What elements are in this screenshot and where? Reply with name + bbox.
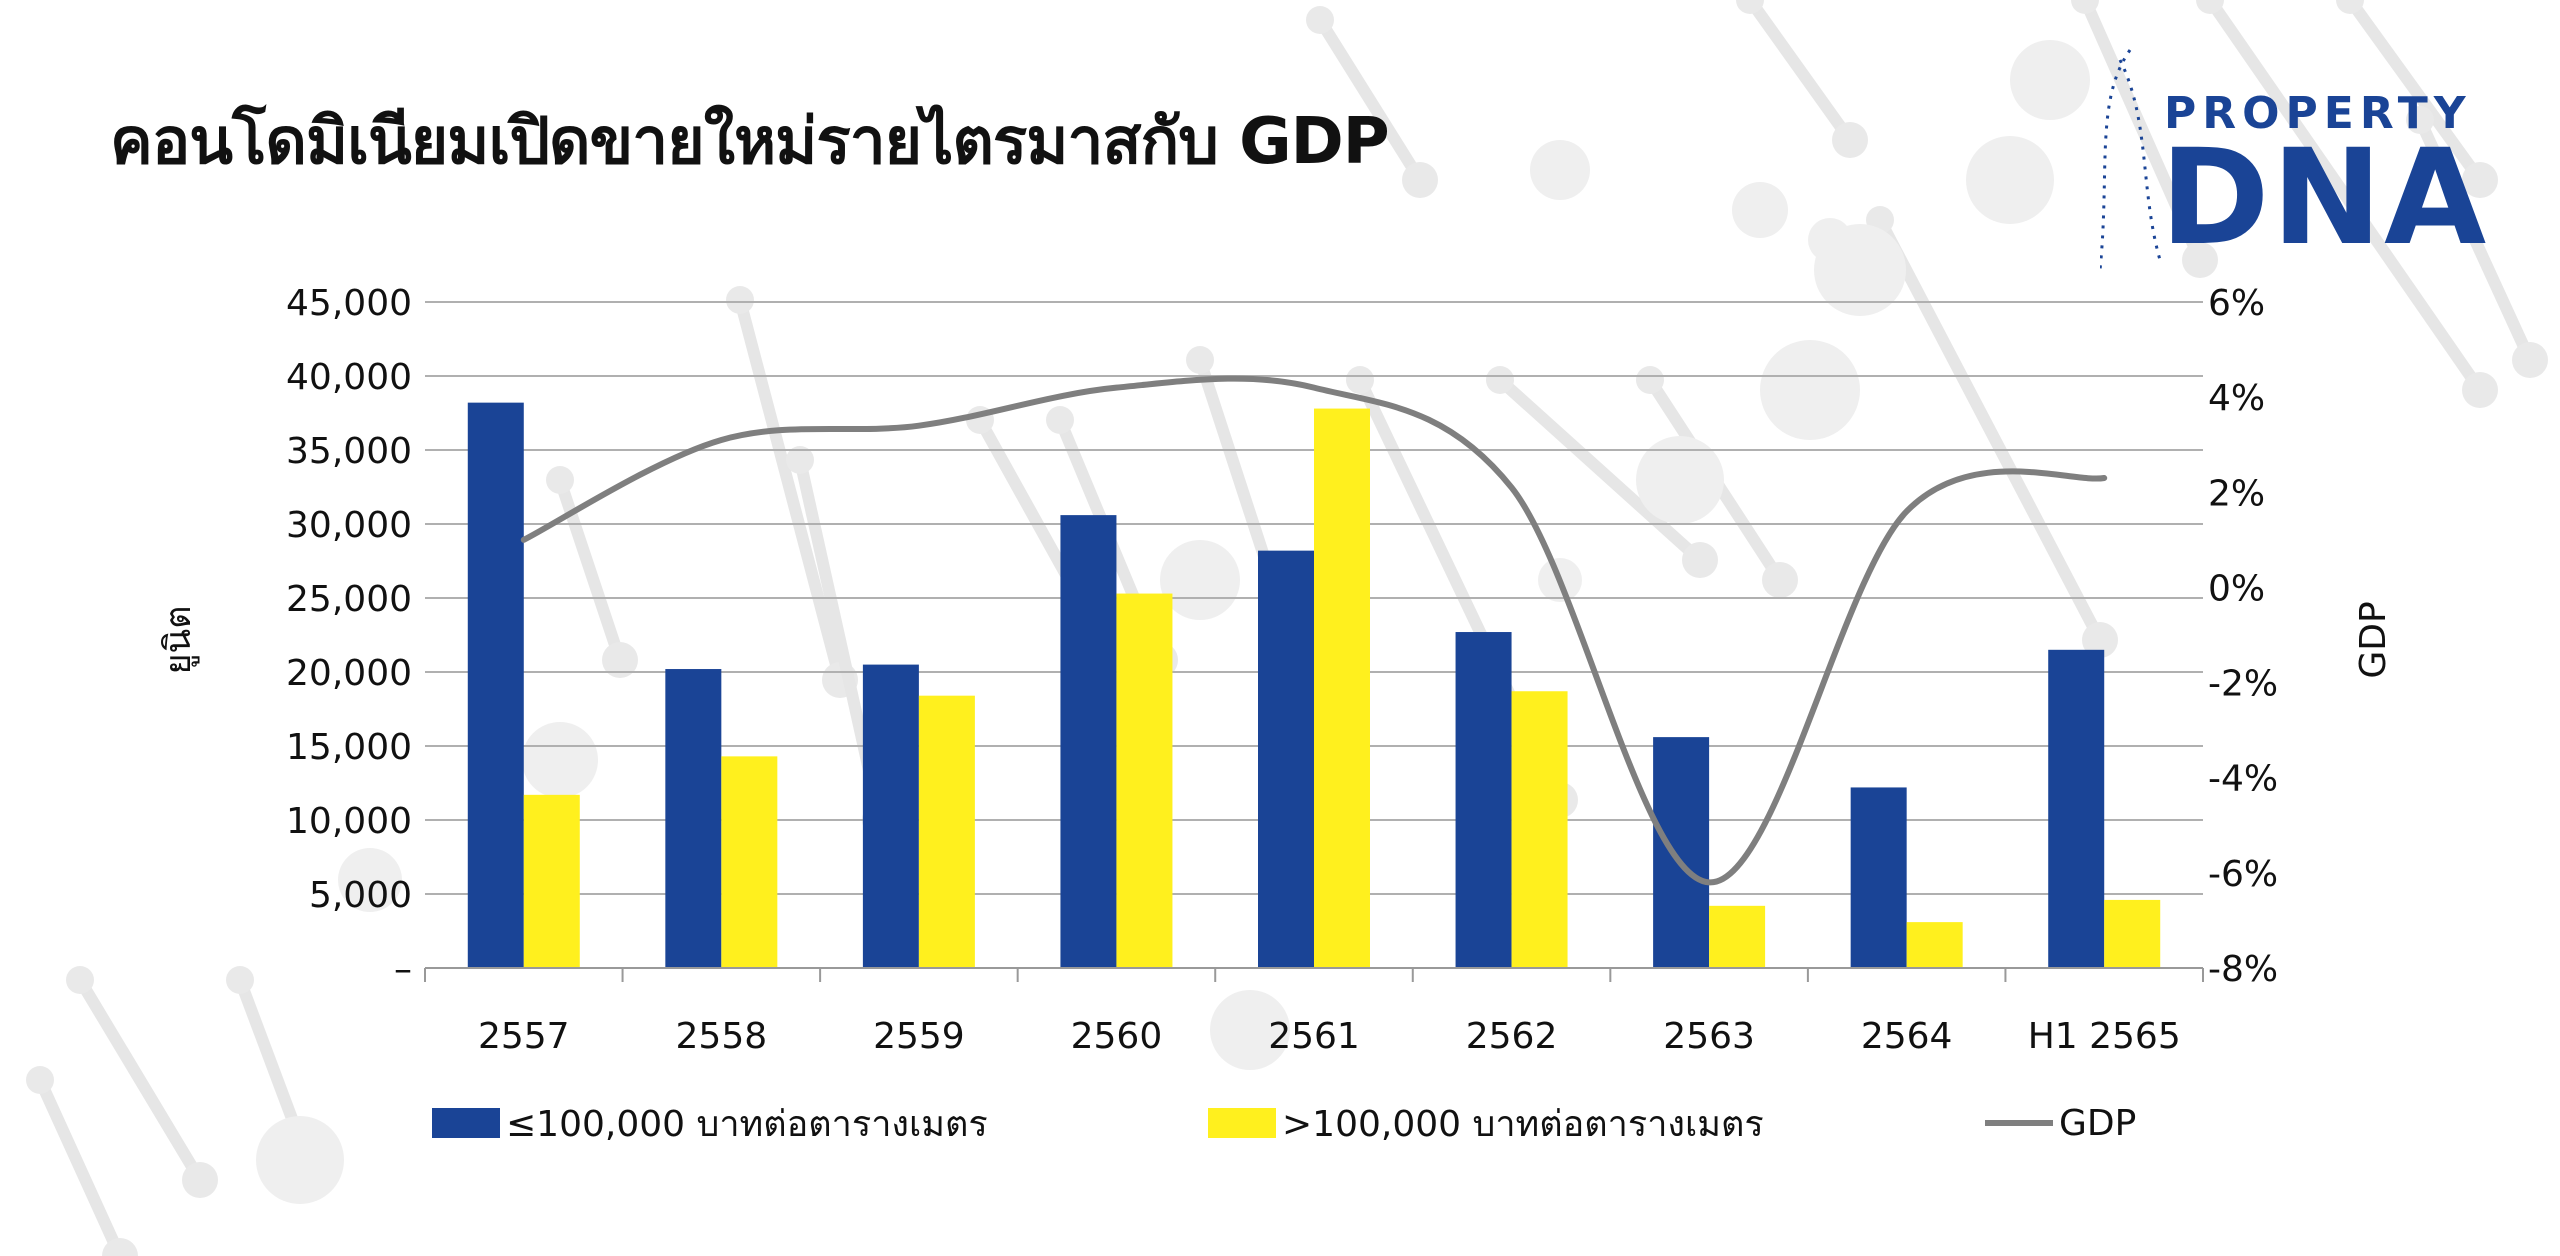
bar-small-unit — [862, 664, 919, 968]
bar-small-unit — [1653, 737, 1710, 968]
gdp-line-path — [520, 375, 2108, 886]
bar-large-unit — [523, 794, 580, 968]
y2-tick-label: -6% — [2208, 854, 2278, 895]
y2-axis-label: GDP — [2353, 601, 2394, 678]
x-tick-label: 2563 — [1663, 1016, 1755, 1057]
y-tick-label: 45,000 — [286, 283, 412, 324]
y2-tick-label: -2% — [2208, 664, 2278, 705]
y-axis-label: ยูนิต — [158, 605, 200, 674]
y2-tick-label: 6% — [2208, 283, 2265, 324]
legend-label-large: >100,000 บาทต่อตารางเมตร — [1282, 1103, 1764, 1145]
legend-label-gdp: GDP — [2059, 1102, 2137, 1144]
x-tick-label: 2558 — [676, 1016, 768, 1057]
y-tick-label: 35,000 — [286, 431, 412, 472]
bar-small-unit — [1455, 632, 1512, 968]
x-tick-label: 2562 — [1466, 1016, 1558, 1057]
y-axis-left-ticks: – 5,000 10,000 15,000 20,000 25,000 30,000 35,0… — [286, 283, 412, 990]
bar-small-unit — [1850, 787, 1907, 968]
y2-tick-label: -8% — [2208, 949, 2278, 990]
bar-small-unit — [665, 669, 722, 968]
legend-swatch-blue — [432, 1108, 500, 1138]
legend-swatch-yellow — [1208, 1108, 1276, 1138]
bar-large-unit — [2104, 899, 2161, 968]
property-dna-logo: PROPERTY DNA — [2100, 40, 2500, 280]
legend-label-small: ≤100,000 บาทต่อตารางเมตร — [506, 1103, 988, 1145]
y2-tick-label: -4% — [2208, 759, 2278, 800]
y2-tick-label: 4% — [2208, 378, 2265, 419]
x-tick-label: H1 2565 — [2028, 1016, 2181, 1057]
bar-small-unit — [2048, 649, 2105, 968]
x-tick-label: 2561 — [1268, 1016, 1360, 1057]
bar-large-unit — [721, 756, 778, 968]
legend-swatch-gdp-line — [1985, 1120, 2053, 1126]
dna-helix-icon — [2100, 49, 2162, 271]
bar-large-unit — [1314, 408, 1370, 968]
y-tick-label: 15,000 — [286, 727, 412, 768]
y-tick-label: 10,000 — [286, 801, 412, 842]
legend-item-small: ≤100,000 บาทต่อตารางเมตร — [432, 1098, 988, 1148]
bar-small-unit — [1258, 550, 1314, 968]
bar-large-unit — [1906, 922, 1963, 968]
x-axis-ticks: 2557 2558 2559 2560 2561 2562 2563 2564 H1 2565 — [478, 1016, 2181, 1057]
bar-small-unit — [1060, 515, 1117, 968]
gdp-line — [520, 375, 2108, 886]
bar-large-unit — [1709, 905, 1766, 968]
y-tick-label: 25,000 — [286, 579, 412, 620]
y-tick-label: 30,000 — [286, 505, 412, 546]
y2-tick-label: 2% — [2208, 473, 2265, 514]
logo-text-property: PROPERTY — [2164, 88, 2472, 139]
legend-item-gdp: GDP — [1985, 1098, 2136, 1148]
axes — [424, 967, 2204, 982]
y-tick-label: 40,000 — [286, 357, 412, 398]
bar-large-unit — [1116, 593, 1173, 968]
bar-small-unit — [467, 402, 524, 968]
x-tick-label: 2557 — [478, 1016, 570, 1057]
bar-large-unit — [1511, 691, 1568, 968]
x-tick-label: 2564 — [1861, 1016, 1953, 1057]
y-tick-label: 5,000 — [309, 875, 412, 916]
bars — [467, 402, 2161, 968]
y-tick-label: – — [394, 949, 412, 990]
page-title: คอนโดมิเนียมเปิดขายใหม่รายไตรมาสกับ GDP — [110, 105, 1390, 179]
logo-text-dna: DNA — [2160, 121, 2489, 275]
y-axis-right-ticks: -8% -6% -4% -2% 0% 2% 4% 6% — [2208, 283, 2278, 990]
bar-large-unit — [918, 695, 975, 968]
legend-item-large: >100,000 บาทต่อตารางเมตร — [1208, 1098, 1764, 1148]
y-tick-label: 20,000 — [286, 653, 412, 694]
y2-tick-label: 0% — [2208, 568, 2265, 609]
x-tick-label: 2560 — [1071, 1016, 1163, 1057]
x-tick-label: 2559 — [873, 1016, 965, 1057]
